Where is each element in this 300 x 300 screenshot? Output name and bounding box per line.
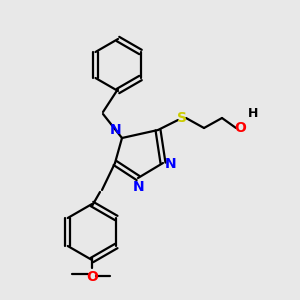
Text: H: H: [248, 107, 258, 120]
Text: O: O: [234, 121, 246, 135]
Text: S: S: [177, 111, 187, 125]
Text: N: N: [110, 123, 121, 137]
Text: N: N: [133, 180, 145, 194]
Text: O: O: [86, 270, 98, 284]
Text: N: N: [165, 157, 177, 171]
